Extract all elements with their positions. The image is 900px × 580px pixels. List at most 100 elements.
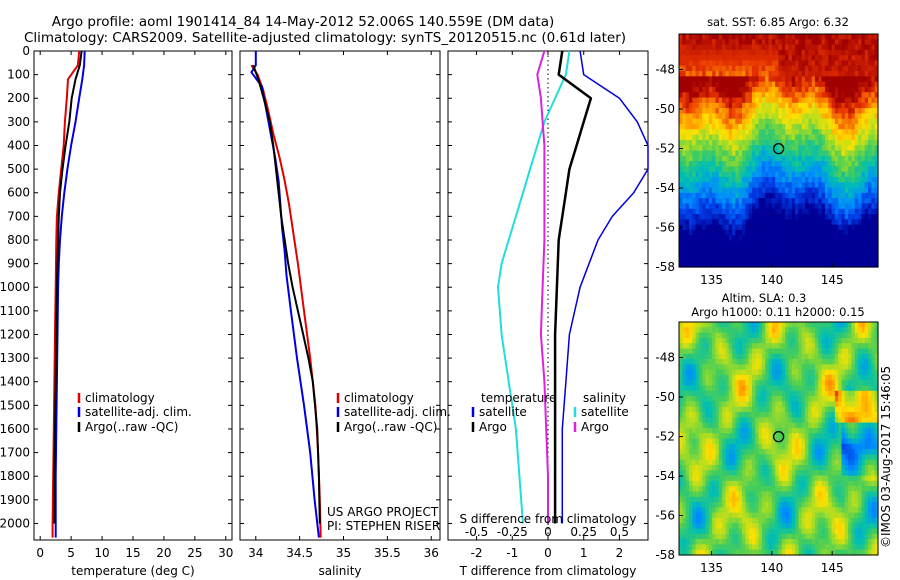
map-cell — [715, 364, 720, 371]
map-cell — [828, 396, 833, 403]
map-cell — [695, 187, 700, 194]
map-cell — [718, 332, 723, 339]
map-cell — [834, 454, 839, 461]
map-cell — [765, 192, 770, 199]
map-cell — [785, 44, 790, 51]
map-cell — [841, 406, 846, 413]
map-cell — [692, 322, 697, 328]
map-cell — [781, 44, 786, 51]
map-cell — [871, 192, 876, 199]
map-cell — [692, 240, 697, 247]
map-cell — [758, 155, 763, 162]
map-cell — [698, 502, 703, 508]
x-axis-label: temperature (deg C) — [71, 564, 194, 578]
map-cell — [828, 176, 833, 183]
map-cell — [768, 224, 773, 231]
map-cell — [831, 454, 836, 461]
map-cell — [818, 385, 823, 392]
map-cell — [861, 385, 866, 392]
map-cell — [824, 459, 829, 466]
map-cell — [841, 322, 846, 328]
map-cell — [821, 412, 826, 418]
map-cell — [712, 332, 717, 339]
map-cell — [728, 34, 733, 40]
map-cell — [685, 353, 690, 360]
map-cell — [698, 240, 703, 247]
map-cell — [712, 60, 717, 67]
map-cell — [765, 385, 770, 392]
map-cell — [748, 219, 753, 226]
map-cell — [785, 39, 790, 46]
map-cell — [785, 359, 790, 365]
map-cell — [861, 401, 866, 408]
map-cell — [844, 198, 849, 205]
map-cell — [765, 44, 770, 51]
map-cell — [788, 454, 793, 461]
map-cell — [702, 155, 707, 162]
map-cell — [791, 427, 796, 434]
map-cell — [735, 102, 740, 109]
map-cell — [745, 166, 750, 173]
y-tick-label: 1200 — [0, 327, 30, 341]
map-cell — [834, 71, 839, 77]
map-cell — [751, 124, 756, 130]
map-cell — [844, 113, 849, 120]
map-cell — [814, 353, 819, 360]
map-cell — [751, 396, 756, 403]
map-cell — [814, 480, 819, 487]
map-cell — [695, 454, 700, 461]
map-cell — [722, 464, 727, 471]
map-cell — [868, 486, 872, 493]
map-cell — [828, 150, 833, 157]
map-cell — [722, 60, 727, 67]
map-cell — [834, 150, 839, 157]
map-cell — [841, 176, 846, 183]
map-cell — [738, 502, 743, 508]
map-cell — [715, 417, 720, 424]
map-cell — [705, 118, 710, 125]
map-cell — [834, 161, 839, 167]
map-cell — [708, 369, 713, 376]
map-cell — [831, 224, 836, 231]
map-cell — [844, 129, 849, 136]
map-cell — [851, 65, 856, 72]
map-cell — [742, 491, 746, 498]
map-cell — [811, 60, 816, 67]
map-cell — [748, 166, 753, 173]
map-cell — [712, 374, 717, 381]
map-cell — [761, 203, 766, 210]
map-cell — [785, 454, 790, 461]
map-cell — [781, 150, 786, 157]
map-cell — [861, 198, 866, 205]
map-cell — [801, 390, 806, 397]
map-cell — [811, 224, 816, 231]
map-cell — [695, 480, 700, 487]
map-cell — [821, 161, 826, 167]
map-cell — [781, 427, 786, 434]
map-cell — [722, 150, 727, 157]
map-cell — [801, 337, 806, 344]
map-cell — [801, 65, 806, 72]
map-cell — [814, 401, 819, 408]
map-cell — [788, 161, 793, 167]
map-cell — [781, 374, 786, 381]
plot-frame — [239, 50, 441, 541]
map-cell — [791, 348, 796, 355]
map-cell — [692, 464, 697, 471]
map-cell — [695, 161, 700, 167]
map-cell — [705, 486, 710, 493]
map-cell — [838, 256, 843, 263]
map-cell — [795, 475, 799, 482]
map-cell — [851, 39, 856, 46]
map-cell — [798, 438, 803, 445]
map-cell — [771, 192, 776, 199]
map-cell — [682, 113, 687, 120]
map-cell — [705, 171, 710, 178]
map-cell — [748, 417, 753, 424]
map-cell — [732, 219, 736, 226]
map-cell — [798, 198, 803, 205]
map-cell — [868, 198, 872, 205]
map-cell — [828, 86, 833, 93]
y-tick-label: 500 — [7, 162, 30, 176]
map-cell — [874, 155, 879, 162]
